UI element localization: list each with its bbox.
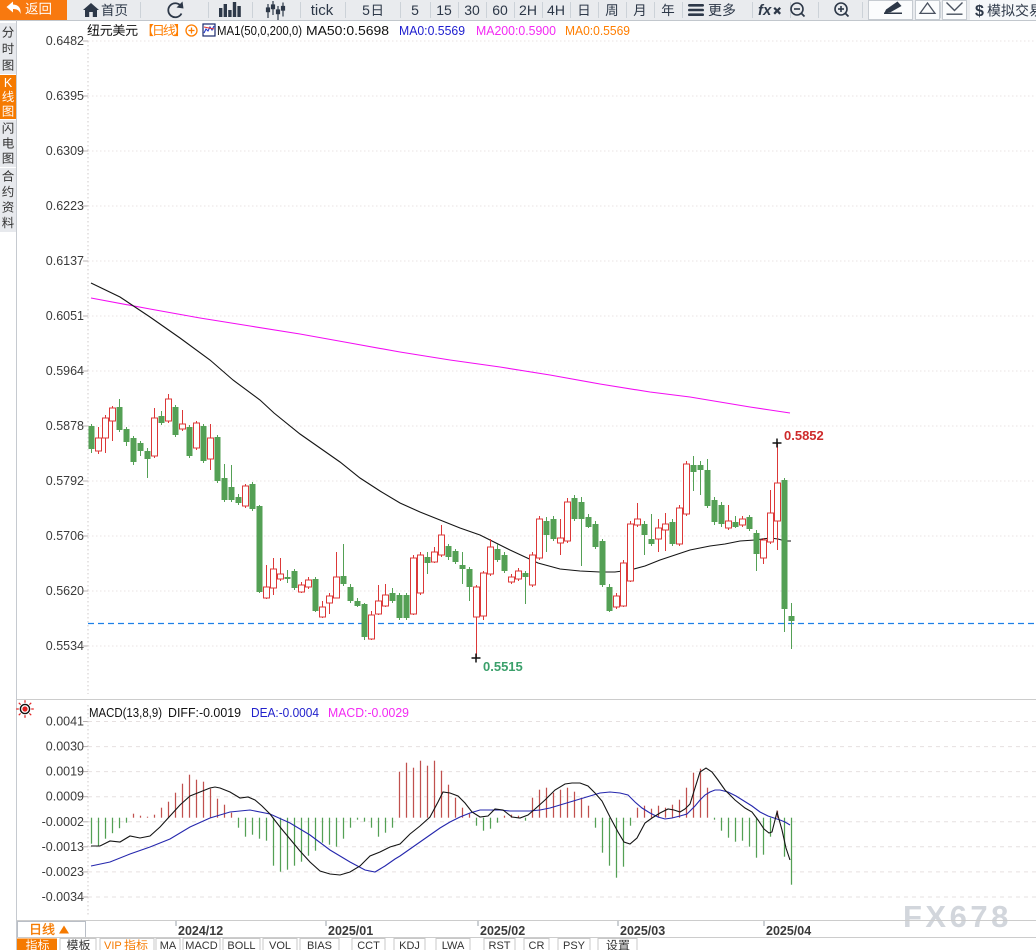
- svg-text:0.5620: 0.5620: [46, 584, 84, 598]
- svg-text:-0.0034: -0.0034: [42, 890, 84, 904]
- svg-text:15: 15: [436, 2, 452, 18]
- svg-text:4H: 4H: [547, 2, 565, 18]
- svg-text:2025/04: 2025/04: [766, 924, 811, 938]
- svg-text:LWA: LWA: [442, 940, 465, 950]
- svg-text:0.0041: 0.0041: [46, 715, 84, 729]
- svg-text:30: 30: [464, 2, 480, 18]
- svg-text:CR: CR: [529, 940, 545, 950]
- svg-text:0.5515: 0.5515: [483, 659, 523, 674]
- svg-text:KDJ: KDJ: [399, 940, 420, 950]
- svg-text:MA: MA: [160, 940, 177, 950]
- svg-text:FX678: FX678: [903, 899, 1012, 934]
- svg-text:BOLL: BOLL: [227, 940, 255, 950]
- svg-text:tick: tick: [311, 2, 334, 19]
- svg-text:RST: RST: [489, 940, 511, 950]
- svg-text:2024/12: 2024/12: [178, 924, 223, 938]
- svg-text:DIFF:-0.0019: DIFF:-0.0019: [168, 705, 241, 720]
- svg-text:0.6395: 0.6395: [46, 89, 84, 103]
- svg-text:0.6309: 0.6309: [46, 144, 84, 158]
- svg-text:VOL: VOL: [269, 940, 291, 950]
- svg-text:BIAS: BIAS: [307, 940, 332, 950]
- svg-text:K: K: [4, 76, 13, 90]
- svg-text:2025/02: 2025/02: [480, 924, 525, 938]
- svg-text:DEA:-0.0004: DEA:-0.0004: [251, 705, 319, 720]
- svg-text:fx: fx: [758, 2, 772, 19]
- svg-text:0.6051: 0.6051: [46, 309, 84, 323]
- svg-text:0.0019: 0.0019: [46, 765, 84, 779]
- svg-text:-0.0013: -0.0013: [42, 840, 84, 854]
- svg-text:5: 5: [411, 2, 419, 18]
- svg-text:2H: 2H: [519, 2, 537, 18]
- svg-text:MACD: MACD: [185, 940, 217, 950]
- svg-text:0.6137: 0.6137: [46, 254, 84, 268]
- svg-text:0.5852: 0.5852: [784, 428, 824, 443]
- svg-text:0.5878: 0.5878: [46, 419, 84, 433]
- svg-text:0.6482: 0.6482: [46, 34, 84, 48]
- svg-text:0.5792: 0.5792: [46, 474, 84, 488]
- svg-text:MA0:0.5569: MA0:0.5569: [399, 23, 465, 38]
- svg-text:5: 5: [362, 2, 370, 18]
- svg-text:60: 60: [492, 2, 508, 18]
- svg-text:MACD(13,8,9): MACD(13,8,9): [89, 705, 162, 720]
- svg-text:-0.0002: -0.0002: [42, 815, 84, 829]
- svg-text:2025/01: 2025/01: [328, 924, 373, 938]
- svg-text:MA0:0.5569: MA0:0.5569: [565, 23, 630, 38]
- svg-text:0.5706: 0.5706: [46, 529, 84, 543]
- svg-text:$: $: [975, 3, 984, 20]
- svg-text:VIP: VIP: [104, 940, 122, 950]
- svg-text:PSY: PSY: [563, 940, 586, 950]
- svg-text:MACD:-0.0029: MACD:-0.0029: [328, 705, 409, 720]
- svg-text:0.5534: 0.5534: [46, 639, 84, 653]
- svg-text:CCT: CCT: [357, 940, 380, 950]
- svg-text:0.0030: 0.0030: [46, 740, 84, 754]
- svg-text:MA50:0.5698: MA50:0.5698: [306, 23, 389, 38]
- svg-text:0.6223: 0.6223: [46, 199, 84, 213]
- svg-text:MA1(50,0,200,0): MA1(50,0,200,0): [217, 23, 302, 38]
- svg-text:0.5964: 0.5964: [46, 364, 84, 378]
- svg-text:2025/03: 2025/03: [620, 924, 665, 938]
- svg-text:0.0009: 0.0009: [46, 790, 84, 804]
- svg-text:-0.0023: -0.0023: [42, 865, 84, 879]
- svg-text:MA200:0.5900: MA200:0.5900: [476, 23, 556, 38]
